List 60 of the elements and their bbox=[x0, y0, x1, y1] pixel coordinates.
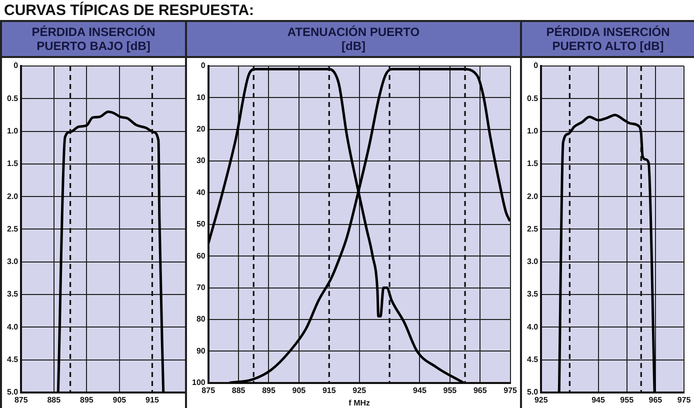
x-tick-label: 975 bbox=[677, 395, 692, 404]
y-axis-title: PÉRDIDA INSERCIÓN PUERTO ALTO [dB] bbox=[545, 25, 671, 53]
y-tick-label: 1.0 bbox=[6, 126, 19, 136]
y-tick-label: 3.5 bbox=[6, 290, 19, 299]
y-tick-label: 0 bbox=[534, 61, 539, 70]
y-tick-label: 2.0 bbox=[526, 192, 539, 201]
x-tick-label: 895 bbox=[80, 395, 94, 404]
x-tick-label: 915 bbox=[322, 386, 336, 395]
y-tick-label: 1.5 bbox=[6, 159, 19, 168]
x-tick-label: 895 bbox=[262, 386, 276, 395]
x-tick-label: 905 bbox=[112, 395, 127, 404]
y-tick-label: 3.5 bbox=[526, 290, 539, 299]
x-tick-label: 975 bbox=[504, 386, 518, 395]
x-tick-label: 885 bbox=[47, 395, 62, 404]
x-tick-label: 955 bbox=[443, 386, 458, 395]
y-tick-label: 0 bbox=[14, 61, 19, 70]
x-tick-label: 875 bbox=[14, 395, 28, 404]
y-axis-title: ATENUACIÓN PUERTO [dB] bbox=[286, 25, 421, 53]
y-tick-label: 40 bbox=[196, 188, 206, 197]
y-tick-label: 60 bbox=[196, 251, 206, 260]
y-tick-label: 5.0 bbox=[526, 388, 539, 397]
y-tick-label: 90 bbox=[196, 346, 206, 356]
line-series bbox=[558, 114, 656, 392]
y-tick-label: 70 bbox=[196, 282, 206, 292]
y-tick-label: 3.0 bbox=[526, 257, 539, 266]
y-tick-label: 4.0 bbox=[6, 322, 19, 332]
x-tick-label: 915 bbox=[146, 395, 160, 404]
y-tick-label: 2.5 bbox=[526, 224, 539, 234]
y-tick-label: 0.5 bbox=[526, 94, 539, 103]
y-tick-label: 4.0 bbox=[526, 322, 539, 332]
x-tick-label: 955 bbox=[620, 395, 634, 404]
y-tick-label: 2.5 bbox=[6, 224, 19, 234]
y-tick-label: 1.0 bbox=[526, 126, 539, 136]
x-tick-label: 925 bbox=[534, 395, 548, 404]
y-tick-label: 0.5 bbox=[6, 94, 19, 103]
y-tick-label: 80 bbox=[196, 314, 206, 324]
y-tick-label: 10 bbox=[196, 92, 206, 102]
y-tick-label: 1.5 bbox=[526, 159, 539, 168]
y-tick-label: 50 bbox=[196, 220, 206, 229]
y-tick-label: 30 bbox=[196, 156, 206, 166]
chart-title: CURVAS TÍPICAS DE RESPUESTA: bbox=[3, 0, 256, 20]
x-axis-title: f MHz bbox=[348, 398, 370, 408]
y-tick-label: 4.5 bbox=[6, 354, 19, 364]
x-tick-label: 875 bbox=[202, 386, 216, 395]
y-tick-label: 5.0 bbox=[6, 388, 19, 397]
y-axis-title: PÉRDIDA INSERCIÓN PUERTO BAJO [dB] bbox=[30, 25, 156, 53]
y-tick-label: 3.0 bbox=[6, 257, 19, 266]
x-tick-label: 925 bbox=[352, 386, 367, 395]
x-tick-label: 885 bbox=[232, 386, 246, 395]
line-series bbox=[56, 110, 165, 392]
x-tick-label: 905 bbox=[292, 386, 306, 395]
y-tick-label: 2.0 bbox=[6, 192, 19, 201]
y-tick-label: 4.5 bbox=[526, 354, 539, 364]
x-tick-label: 965 bbox=[473, 386, 488, 395]
x-tick-label: 945 bbox=[413, 386, 427, 395]
x-tick-label: 965 bbox=[648, 395, 663, 404]
x-tick-label: 945 bbox=[592, 395, 606, 404]
y-tick-label: 100 bbox=[192, 378, 206, 388]
y-tick-label: 20 bbox=[196, 124, 206, 134]
y-tick-label: 0 bbox=[200, 61, 206, 70]
